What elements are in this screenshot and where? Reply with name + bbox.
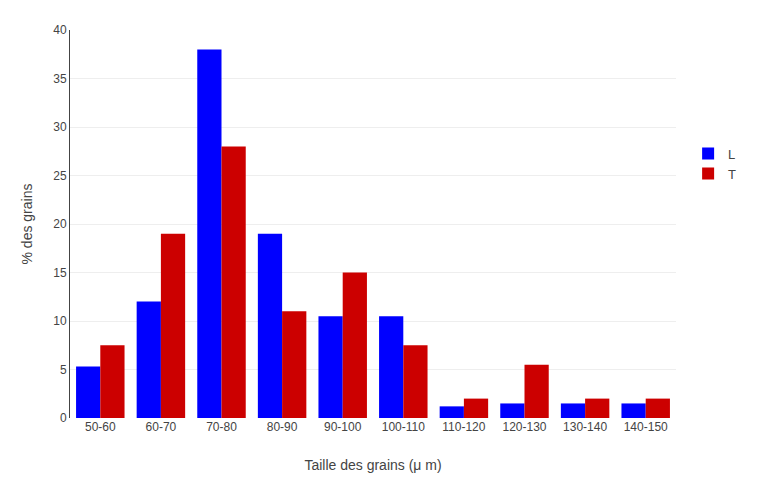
svg-text:120-130: 120-130 (502, 420, 546, 434)
svg-text:80-90: 80-90 (267, 420, 298, 434)
svg-text:0: 0 (60, 411, 67, 425)
svg-text:20: 20 (53, 217, 67, 231)
svg-text:60-70: 60-70 (146, 420, 177, 434)
svg-text:40: 40 (53, 23, 67, 37)
svg-text:25: 25 (53, 169, 67, 183)
svg-text:90-100: 90-100 (324, 420, 362, 434)
svg-text:10: 10 (53, 314, 67, 328)
svg-text:Taille des grains (μ m): Taille des grains (μ m) (304, 457, 441, 473)
svg-text:T: T (728, 167, 736, 182)
svg-text:110-120: 110-120 (442, 420, 485, 434)
svg-text:L: L (728, 147, 735, 162)
svg-text:140-150: 140-150 (624, 420, 668, 434)
svg-text:15: 15 (53, 266, 67, 280)
svg-text:130-140: 130-140 (563, 420, 607, 434)
svg-text:30: 30 (53, 120, 67, 134)
svg-text:% des grains: % des grains (19, 184, 35, 265)
svg-text:35: 35 (53, 72, 67, 86)
svg-text:50-60: 50-60 (85, 420, 116, 434)
svg-text:70-80: 70-80 (206, 420, 237, 434)
svg-text:100-110: 100-110 (382, 420, 425, 434)
svg-text:5: 5 (60, 363, 67, 377)
